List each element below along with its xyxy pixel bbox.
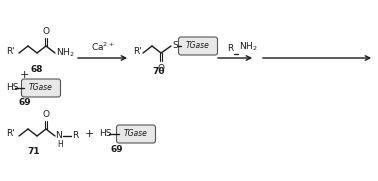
FancyBboxPatch shape [178,37,217,55]
Text: TGase: TGase [186,41,210,50]
Text: R': R' [6,129,15,138]
Text: NH$_2$: NH$_2$ [56,47,74,59]
Text: R: R [72,132,78,140]
Text: O: O [42,27,50,36]
Text: +: + [19,70,29,80]
Text: Ca$^{2+}$: Ca$^{2+}$ [91,41,115,53]
Text: HS: HS [99,129,112,138]
Text: +: + [84,129,94,139]
Text: O: O [42,110,50,119]
Text: HS: HS [6,83,19,92]
Text: 68: 68 [31,65,43,74]
Text: 69: 69 [19,98,31,107]
Text: TGase: TGase [124,129,148,138]
Text: 71: 71 [28,147,40,156]
Text: R: R [227,44,233,53]
Text: R': R' [6,47,15,56]
Text: S: S [172,41,178,49]
Text: H: H [57,140,63,149]
Text: TGase: TGase [29,83,53,92]
Text: 69: 69 [111,145,123,154]
Text: N: N [55,132,62,140]
Text: 70: 70 [153,67,165,76]
Text: NH$_2$: NH$_2$ [239,41,258,53]
FancyBboxPatch shape [116,125,155,143]
Text: R': R' [133,47,142,56]
FancyBboxPatch shape [22,79,60,97]
Text: O: O [158,64,164,73]
